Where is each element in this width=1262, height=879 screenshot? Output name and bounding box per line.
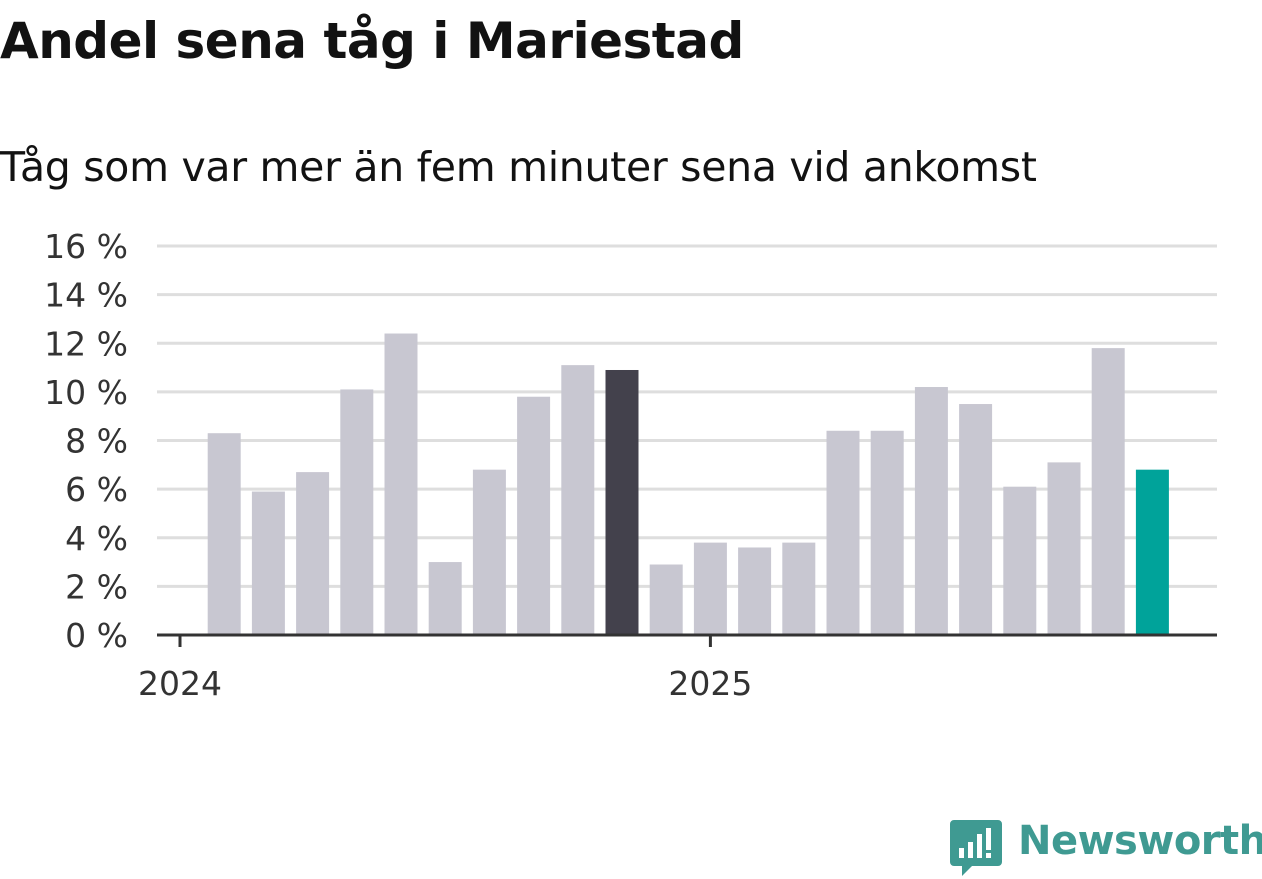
y-tick-label: 16 %	[44, 227, 128, 266]
newsworthy-logo: Newsworthy	[950, 818, 1262, 878]
bar	[428, 562, 462, 635]
y-tick-label: 14 %	[44, 276, 128, 315]
bar	[207, 433, 241, 635]
bar	[914, 387, 948, 635]
bar	[738, 547, 772, 635]
bar	[296, 472, 330, 635]
chart-title: Andel sena tåg i Mariestad	[0, 12, 744, 70]
bar	[605, 369, 639, 635]
bar	[517, 396, 551, 635]
bar	[384, 333, 418, 635]
logo-text: Newsworthy	[1018, 818, 1262, 864]
bar	[649, 564, 683, 635]
x-tick-label: 2024	[138, 664, 222, 703]
bar	[693, 542, 727, 635]
bar	[959, 404, 993, 635]
bar	[782, 542, 816, 635]
x-tick-label: 2025	[668, 664, 752, 703]
bar	[340, 389, 374, 635]
y-tick-label: 8 %	[65, 422, 128, 461]
bar	[1047, 462, 1081, 635]
y-tick-labels: 0 % 2 % 4 % 6 % 8 % 10 % 12 % 14 % 16 %	[44, 227, 128, 655]
y-tick-label: 10 %	[44, 373, 128, 412]
bar	[1003, 486, 1037, 635]
bar	[472, 469, 506, 635]
bar-chart-speech-bubble-icon	[950, 820, 1002, 876]
y-tick-label: 4 %	[65, 519, 128, 558]
bar	[251, 491, 285, 635]
x-axis	[157, 633, 1217, 647]
y-tick-label: 12 %	[44, 324, 128, 363]
x-tick-labels: 2024 2025	[138, 664, 752, 703]
bar	[561, 365, 595, 635]
y-tick-label: 0 %	[65, 616, 128, 655]
bar	[1135, 469, 1169, 635]
bars	[207, 333, 1169, 635]
gridlines	[157, 244, 1217, 588]
y-tick-label: 2 %	[65, 567, 128, 606]
bar	[826, 430, 860, 635]
bar	[870, 430, 904, 635]
chart-subtitle: Tåg som var mer än fem minuter sena vid …	[0, 143, 1037, 191]
y-tick-label: 6 %	[65, 470, 128, 509]
bar	[1091, 348, 1125, 635]
